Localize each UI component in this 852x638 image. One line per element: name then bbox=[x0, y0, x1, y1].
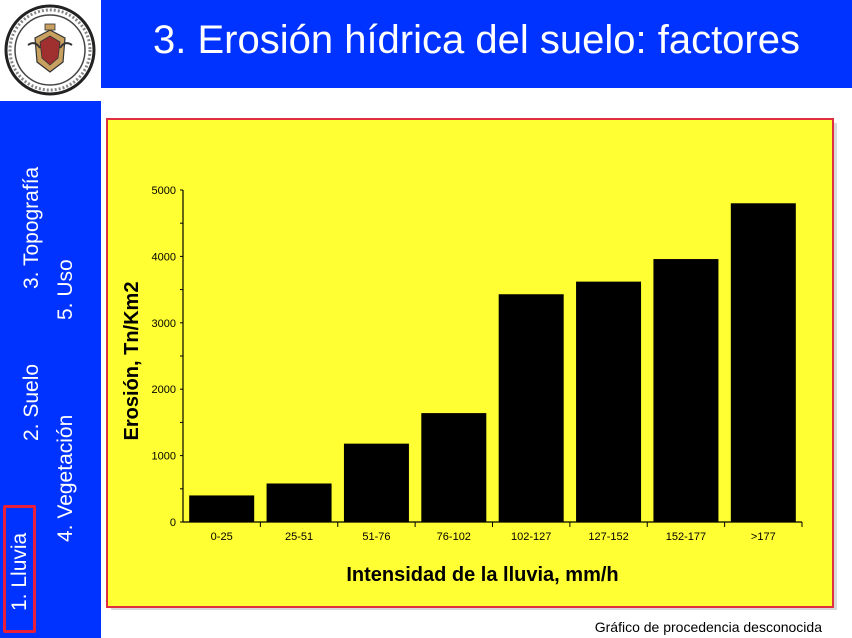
bar-8 bbox=[730, 203, 796, 522]
active-item-highlight bbox=[3, 505, 36, 633]
bar-chart: 0 1000 2000 3000 4000 5000 0-25 25-51 51-76 76-10… bbox=[121, 185, 803, 586]
x-tick-label: 76-102 bbox=[437, 531, 471, 543]
x-tick-label: 127-152 bbox=[588, 531, 628, 543]
sidebar-item-suelo[interactable]: 2. Suelo bbox=[20, 363, 43, 441]
x-tick-label: 102-127 bbox=[511, 531, 551, 543]
sidebar: 1. Lluvia 2. Suelo 3. Topografía 4. Vege… bbox=[0, 101, 101, 638]
x-tick-label: 152-177 bbox=[666, 531, 706, 543]
bar-6 bbox=[576, 281, 642, 522]
y-tick-label: 4000 bbox=[152, 251, 176, 263]
bar-4 bbox=[421, 413, 487, 522]
bar-2 bbox=[266, 483, 332, 522]
bar-3 bbox=[343, 443, 409, 522]
x-tick-label: 0-25 bbox=[211, 531, 233, 543]
y-tick-label: 1000 bbox=[152, 451, 176, 463]
y-tick-label: 5000 bbox=[152, 185, 176, 197]
x-axis-label: Intensidad de la lluvia, mm/h bbox=[346, 564, 618, 586]
header-bar: 3. Erosión hídrica del suelo: factores bbox=[101, 0, 852, 88]
y-tick-label: 3000 bbox=[152, 318, 176, 330]
page-title: 3. Erosión hídrica del suelo: factores bbox=[152, 18, 800, 62]
x-tick-label: 51-76 bbox=[362, 531, 390, 543]
sidebar-item-topografia[interactable]: 3. Topografía bbox=[20, 166, 43, 289]
sidebar-item-uso[interactable]: 5. Uso bbox=[54, 259, 77, 320]
x-tick-label: 25-51 bbox=[285, 531, 313, 543]
source-caption: Gráfico de procedencia desconocida bbox=[594, 619, 822, 635]
chart-panel: 0 1000 2000 3000 4000 5000 0-25 25-51 51-76 76-10… bbox=[106, 118, 834, 608]
sidebar-item-vegetacion[interactable]: 4. Vegetación bbox=[54, 414, 77, 542]
bar-1 bbox=[189, 495, 255, 522]
y-axis-label: Erosión, Tn/Km2 bbox=[121, 282, 143, 441]
bar-7 bbox=[653, 259, 719, 522]
y-tick-label: 2000 bbox=[152, 384, 176, 396]
y-tick-label: 0 bbox=[170, 517, 176, 529]
university-seal-icon bbox=[4, 4, 96, 96]
university-logo bbox=[0, 0, 101, 101]
x-tick-label: >177 bbox=[751, 531, 776, 543]
bar-5 bbox=[498, 294, 564, 522]
